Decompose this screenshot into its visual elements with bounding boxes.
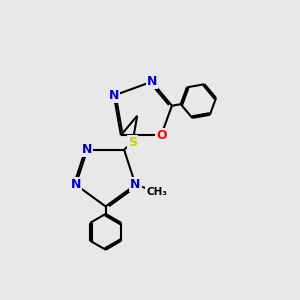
Text: N: N [130, 178, 141, 191]
Text: O: O [156, 129, 166, 142]
Text: S: S [128, 136, 137, 149]
Text: N: N [71, 178, 81, 191]
Text: N: N [147, 75, 157, 88]
Text: CH₃: CH₃ [146, 187, 167, 197]
Text: N: N [82, 143, 92, 156]
Text: N: N [109, 89, 119, 102]
